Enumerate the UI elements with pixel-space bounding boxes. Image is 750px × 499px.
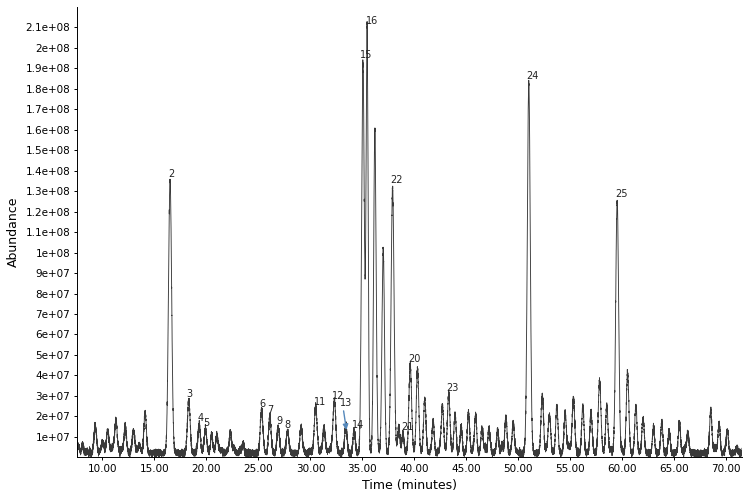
Text: 20: 20 <box>408 354 421 364</box>
Text: 15: 15 <box>360 50 372 60</box>
Text: 13: 13 <box>340 398 352 408</box>
Text: 11: 11 <box>314 397 326 407</box>
Text: 4: 4 <box>197 414 203 424</box>
Text: 2: 2 <box>168 169 174 179</box>
Text: 25: 25 <box>615 189 628 199</box>
Text: 14: 14 <box>352 420 364 430</box>
Text: 9: 9 <box>276 416 282 426</box>
Text: 8: 8 <box>284 420 290 430</box>
Text: 12: 12 <box>332 391 345 401</box>
Text: 7: 7 <box>267 405 274 415</box>
X-axis label: Time (minutes): Time (minutes) <box>362 479 457 492</box>
Text: 5: 5 <box>203 418 209 428</box>
Text: 22: 22 <box>391 175 403 185</box>
Text: 23: 23 <box>447 383 459 393</box>
Text: 24: 24 <box>526 71 539 81</box>
Text: 16: 16 <box>366 16 378 26</box>
Text: 6: 6 <box>260 399 266 409</box>
Text: 3: 3 <box>187 389 193 399</box>
Text: 21: 21 <box>401 422 413 432</box>
Y-axis label: Abundance: Abundance <box>7 197 20 267</box>
